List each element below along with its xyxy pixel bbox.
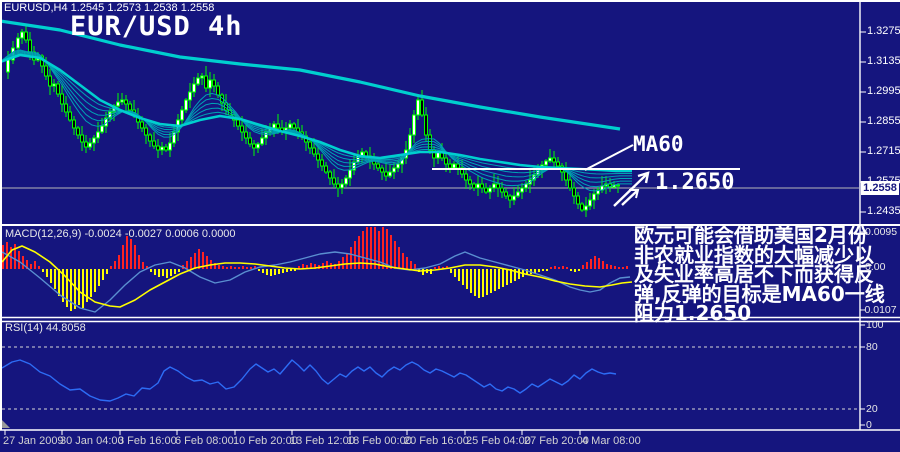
date-axis-label: 10 Feb 20:00 (233, 435, 298, 447)
price-axis-label: 1.2575 (867, 175, 900, 187)
date-axis-label: 20 Feb 16:00 (404, 435, 469, 447)
date-axis-label: 27 Feb 20:00 (524, 435, 589, 447)
note-line: 非农就业指数的大幅减少以 (634, 242, 874, 267)
date-axis-label: 25 Feb 04:00 (466, 435, 531, 447)
ma60-annotation: MA60 (633, 132, 684, 156)
quote-line: EURUSD,H4 1.2545 1.2573 1.2538 1.2558 (4, 2, 215, 14)
resistance-annotation: 1.2650 (655, 170, 735, 195)
frame-lines (0, 0, 900, 435)
date-axis-label: 13 Feb 12:00 (290, 435, 355, 447)
macd-axis-label: -0.0107 (861, 304, 897, 316)
macd-header: MACD(12,26,9) -0.0024 -0.0027 0.0006 0.0… (5, 228, 236, 240)
date-axis-label: 6 Feb 08:00 (175, 435, 234, 447)
rsi-axis-label: 100 (866, 319, 884, 331)
rsi-axis-label: 80 (866, 341, 878, 353)
macd-axis-label: 0.0095 (865, 226, 898, 238)
price-axis-label: 1.2855 (867, 115, 900, 127)
date-axis-label: 27 Jan 2009 (3, 435, 64, 447)
macd-panel (1, 227, 633, 313)
note-line: 阻力1.2650 (634, 301, 752, 325)
price-axis-label: 1.2715 (867, 145, 900, 157)
rsi-axis-label: 20 (866, 403, 878, 415)
main-chart-panel (1, 19, 859, 217)
date-axis-label: 18 Feb 00:00 (347, 435, 412, 447)
rsi-axis-label: 0 (866, 419, 872, 431)
price-axis-label: 1.3135 (867, 55, 900, 67)
date-axis-label: 3 Feb 16:00 (118, 435, 177, 447)
price-axis-label: 1.3275 (867, 25, 900, 37)
note-line: 弹,反弹的目标是MA60一线 (634, 281, 885, 306)
date-axis-label: 4 Mar 08:00 (582, 435, 641, 447)
macd-axis-label: 0.00 (865, 261, 886, 273)
analyst-note: 欧元可能会借助美国2月份 非农就业指数的大幅减少以 及失业率高居不下而获得反 弹… (634, 223, 885, 325)
note-line: 及失业率高居不下而获得反 (634, 262, 874, 286)
pair-title-overlay: EUR/USD 4h (70, 11, 243, 42)
rsi-panel (1, 346, 858, 428)
note-line: 欧元可能会借助美国2月份 (634, 223, 868, 247)
current-price-box: 1.2558 (861, 181, 899, 195)
rsi-header: RSI(14) 44.8058 (5, 322, 86, 334)
price-axis-label: 1.2995 (867, 85, 900, 97)
date-axis-label: 30 Jan 04:00 (60, 435, 124, 447)
price-axis-label: 1.2435 (867, 205, 900, 217)
